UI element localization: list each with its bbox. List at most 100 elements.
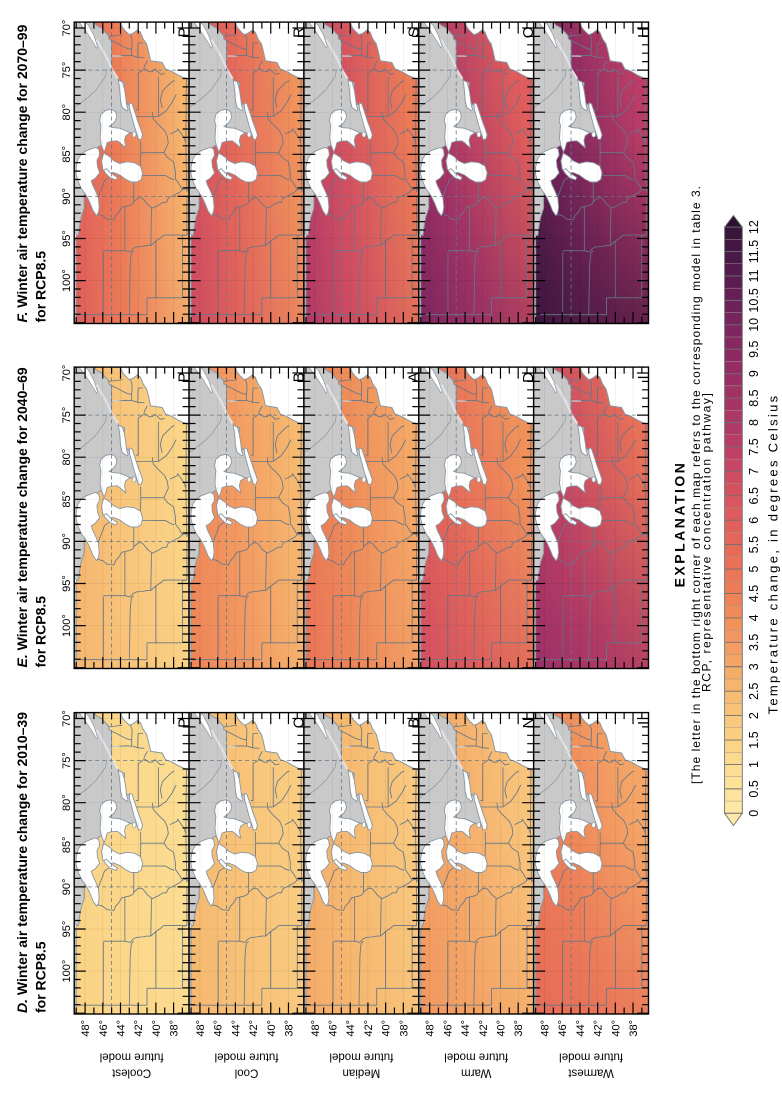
svg-text:46°: 46°: [213, 1020, 225, 1037]
svg-text:A: A: [405, 372, 422, 382]
svg-text:11.5: 11.5: [747, 240, 761, 263]
svg-text:95°: 95°: [61, 230, 73, 247]
svg-text:100°: 100°: [61, 960, 73, 983]
svg-text:2.5: 2.5: [747, 682, 761, 699]
svg-text:70°: 70°: [61, 365, 73, 382]
svg-text:40°: 40°: [266, 1020, 278, 1037]
svg-text:80°: 80°: [61, 104, 73, 121]
svg-text:8.5: 8.5: [747, 389, 761, 406]
svg-text:75°: 75°: [61, 752, 73, 769]
svg-text:38°: 38°: [169, 1020, 181, 1037]
svg-text:42°: 42°: [593, 1020, 605, 1037]
svg-text:future model: future model: [100, 1051, 164, 1063]
svg-text:4: 4: [747, 614, 761, 621]
svg-text:future model: future model: [215, 1051, 279, 1063]
svg-text:B: B: [405, 718, 422, 728]
svg-text:46°: 46°: [557, 1020, 569, 1037]
svg-text:46°: 46°: [328, 1020, 340, 1037]
svg-text:P: P: [176, 372, 193, 382]
svg-text:0.5: 0.5: [747, 780, 761, 797]
svg-text:95°: 95°: [61, 575, 73, 592]
svg-text:2: 2: [747, 712, 761, 719]
svg-text:1.5: 1.5: [747, 731, 761, 748]
svg-text:[The letter in the bottom righ: [The letter in the bottom right corner o…: [689, 185, 703, 784]
svg-text:42°: 42°: [248, 1020, 260, 1037]
svg-text:46°: 46°: [98, 1020, 110, 1037]
svg-text:100°: 100°: [61, 269, 73, 292]
svg-text:D: D: [520, 372, 537, 383]
svg-text:44°: 44°: [460, 1020, 472, 1037]
svg-text:48°: 48°: [540, 1020, 552, 1037]
svg-text:for RCP8.5: for RCP8.5: [33, 941, 49, 1013]
svg-text:P: P: [176, 27, 193, 37]
svg-text:Coolest: Coolest: [111, 1067, 151, 1079]
svg-text:1: 1: [747, 761, 761, 768]
svg-text:44°: 44°: [345, 1020, 357, 1037]
svg-text:Cool: Cool: [235, 1067, 259, 1079]
svg-text:11: 11: [747, 269, 761, 282]
svg-text:Median: Median: [342, 1067, 380, 1079]
svg-text:80°: 80°: [61, 449, 73, 466]
svg-text:44°: 44°: [230, 1020, 242, 1037]
svg-text:85°: 85°: [61, 146, 73, 163]
svg-text:40°: 40°: [381, 1020, 393, 1037]
svg-text:48°: 48°: [195, 1020, 207, 1037]
svg-text:6.5: 6.5: [747, 487, 761, 504]
svg-text:B: B: [290, 372, 307, 382]
svg-text:future model: future model: [559, 1051, 623, 1063]
svg-text:48°: 48°: [80, 1020, 92, 1037]
svg-text:Warm: Warm: [461, 1067, 491, 1079]
svg-text:E. Winter air temperature chan: E. Winter air temperature change for 204…: [14, 367, 30, 667]
svg-text:48°: 48°: [425, 1020, 437, 1037]
svg-text:38°: 38°: [283, 1020, 295, 1037]
svg-text:85°: 85°: [61, 836, 73, 853]
svg-text:R: R: [290, 27, 307, 38]
svg-text:70°: 70°: [61, 710, 73, 727]
svg-text:EXPLANATION: EXPLANATION: [672, 461, 688, 588]
svg-text:0: 0: [747, 810, 761, 817]
svg-text:4.5: 4.5: [747, 585, 761, 602]
svg-text:D. Winter air temperature chan: D. Winter air temperature change for 201…: [14, 712, 30, 1013]
svg-text:90°: 90°: [61, 879, 73, 896]
svg-text:42°: 42°: [363, 1020, 375, 1037]
svg-text:N: N: [520, 717, 537, 728]
svg-text:100°: 100°: [61, 614, 73, 637]
svg-text:Temperature change, in degrees: Temperature change, in degrees Celsius: [766, 394, 781, 715]
svg-text:3.5: 3.5: [747, 634, 761, 651]
svg-text:P: P: [176, 718, 193, 728]
svg-text:9: 9: [747, 370, 761, 377]
svg-text:42°: 42°: [133, 1020, 145, 1037]
svg-text:H: H: [635, 27, 652, 38]
svg-text:for RCP8.5: for RCP8.5: [33, 251, 49, 323]
svg-text:46°: 46°: [442, 1020, 454, 1037]
svg-text:O: O: [520, 27, 537, 39]
svg-text:10.5: 10.5: [747, 288, 761, 312]
svg-text:40°: 40°: [151, 1020, 163, 1037]
svg-text:10: 10: [747, 318, 761, 332]
svg-text:38°: 38°: [513, 1020, 525, 1037]
svg-text:future model: future model: [444, 1051, 508, 1063]
svg-text:5: 5: [747, 566, 761, 573]
svg-text:9.5: 9.5: [747, 340, 761, 357]
svg-text:for RCP8.5: for RCP8.5: [33, 596, 49, 668]
svg-text:75°: 75°: [61, 62, 73, 79]
svg-text:80°: 80°: [61, 794, 73, 811]
svg-text:8: 8: [747, 419, 761, 426]
svg-text:I: I: [635, 721, 652, 725]
svg-text:38°: 38°: [628, 1020, 640, 1037]
svg-text:12: 12: [747, 220, 761, 234]
svg-text:I: I: [635, 375, 652, 379]
svg-text:70°: 70°: [61, 20, 73, 37]
svg-text:90°: 90°: [61, 188, 73, 205]
svg-text:48°: 48°: [310, 1020, 322, 1037]
svg-text:5.5: 5.5: [747, 536, 761, 553]
svg-text:future model: future model: [329, 1051, 393, 1063]
svg-text:7: 7: [747, 468, 761, 475]
svg-text:90°: 90°: [61, 533, 73, 550]
svg-text:85°: 85°: [61, 491, 73, 508]
svg-text:75°: 75°: [61, 407, 73, 424]
svg-text:42°: 42°: [478, 1020, 490, 1037]
svg-text:F. Winter air temperature chan: F. Winter air temperature change for 207…: [14, 24, 30, 322]
svg-text:3: 3: [747, 663, 761, 670]
svg-text:C: C: [290, 717, 307, 728]
